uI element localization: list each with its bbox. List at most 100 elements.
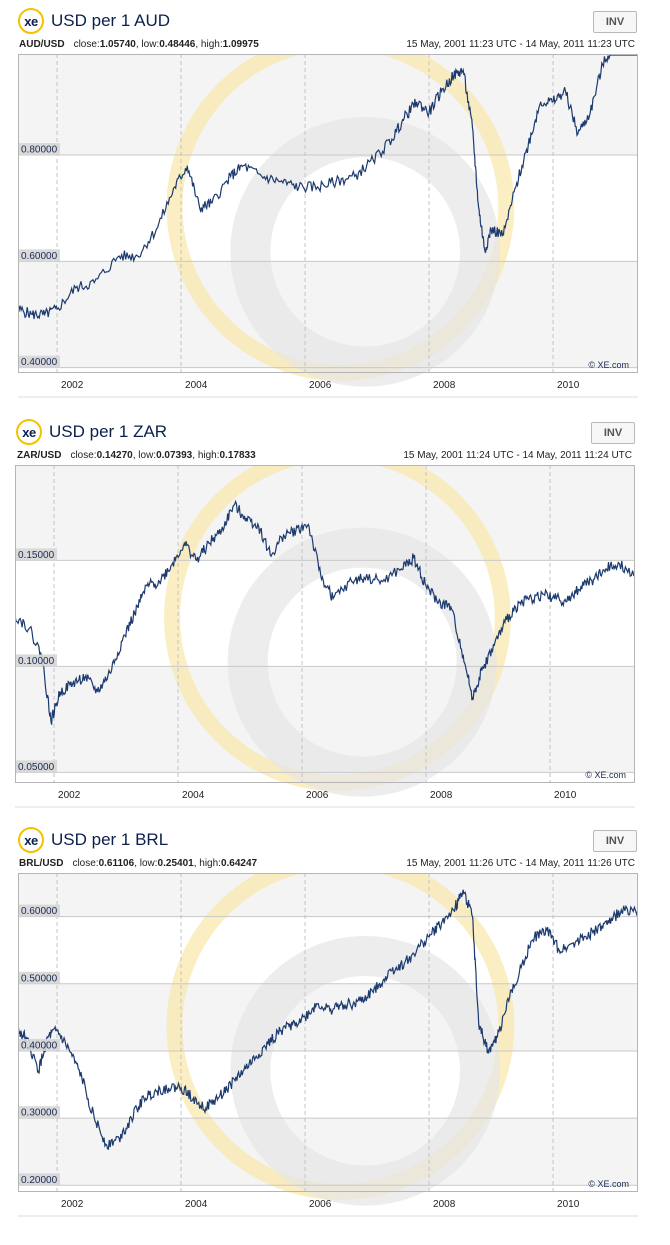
y-tick-text: 0.15000 bbox=[18, 550, 55, 561]
y-tick-label: 0.80000 bbox=[18, 143, 60, 156]
y-tick-box bbox=[18, 971, 60, 984]
close-value: 0.61106 bbox=[98, 858, 135, 869]
y-tick-box bbox=[15, 654, 57, 667]
close-value: 1.05740 bbox=[99, 39, 136, 50]
close-label: close: bbox=[73, 39, 100, 50]
y-tick-box bbox=[18, 1173, 60, 1186]
low-label: low: bbox=[138, 450, 157, 461]
high-label: high: bbox=[197, 450, 220, 461]
low-value: 0.07393 bbox=[156, 450, 193, 461]
y-tick-text: 0.60000 bbox=[21, 251, 58, 262]
y-tick-label: 0.20000 bbox=[18, 1173, 60, 1186]
chart-header: xe USD per 1 AUD bbox=[18, 8, 170, 34]
chart-header: xe USD per 1 BRL bbox=[18, 827, 168, 853]
y-tick-box bbox=[18, 1106, 60, 1119]
credit-text: © XE.com bbox=[588, 360, 629, 370]
y-tick-label: 0.60000 bbox=[18, 904, 60, 917]
low-value: 0.25401 bbox=[157, 858, 194, 869]
xe-logo-icon: xe bbox=[18, 8, 44, 34]
stats-line: AUD/USD close:1.05740, low:0.48446, high:… bbox=[19, 39, 259, 50]
series-line bbox=[15, 499, 635, 725]
y-tick-box bbox=[18, 143, 60, 156]
watermark-e bbox=[230, 116, 501, 387]
y-tick-text: 0.05000 bbox=[18, 762, 55, 773]
y-tick-box bbox=[18, 355, 60, 368]
chart-title: USD per 1 BRL bbox=[51, 830, 169, 849]
x-tick-label: 2008 bbox=[433, 1199, 456, 1210]
y-tick-text: 0.10000 bbox=[18, 656, 55, 667]
plot-border bbox=[18, 54, 638, 373]
x-tick-label: 2008 bbox=[430, 790, 453, 801]
stats-line: ZAR/USD close:0.14270, low:0.07393, high:… bbox=[17, 450, 256, 461]
close-value: 0.14270 bbox=[96, 450, 133, 461]
y-tick-label: 0.50000 bbox=[18, 971, 60, 984]
y-tick-box bbox=[15, 548, 57, 561]
chart-title: USD per 1 AUD bbox=[51, 11, 171, 30]
y-tick-box bbox=[18, 249, 60, 262]
y-tick-label: 0.40000 bbox=[18, 355, 60, 368]
x-tick-label: 2002 bbox=[58, 790, 81, 801]
y-tick-label: 0.05000 bbox=[15, 760, 57, 773]
x-tick-label: 2010 bbox=[554, 790, 577, 801]
x-tick-label: 2006 bbox=[309, 1199, 332, 1210]
y-tick-label: 0.30000 bbox=[18, 1106, 60, 1119]
stats-line: BRL/USD close:0.61106, low:0.25401, high:… bbox=[19, 858, 258, 869]
high-value: 1.09975 bbox=[222, 39, 259, 50]
y-tick-label: 0.10000 bbox=[15, 654, 57, 667]
x-tick-label: 2006 bbox=[306, 790, 329, 801]
x-tick-label: 2002 bbox=[61, 380, 84, 391]
x-tick-label: 2010 bbox=[557, 1199, 580, 1210]
plot-border bbox=[18, 873, 638, 1192]
x-tick-label: 2004 bbox=[185, 380, 208, 391]
chart-plot: 0.05000 0.10000 0.15000 2002 2004 2006 2008 201… bbox=[15, 465, 635, 808]
close-label: close: bbox=[72, 858, 99, 869]
x-tick-label: 2002 bbox=[61, 1199, 84, 1210]
y-tick-text: 0.60000 bbox=[21, 906, 58, 917]
date-range: 15 May, 2001 11:24 UTC - 14 May, 2011 11… bbox=[403, 450, 632, 461]
pair-label: AUD/USD bbox=[19, 39, 65, 50]
y-tick-label: 0.40000 bbox=[18, 1038, 60, 1051]
y-tick-text: 0.80000 bbox=[21, 145, 58, 156]
high-label: high: bbox=[199, 858, 221, 869]
x-tick-label: 2008 bbox=[433, 380, 456, 391]
watermark-e bbox=[227, 527, 497, 797]
y-tick-text: 0.40000 bbox=[21, 1040, 58, 1051]
high-value: 0.64247 bbox=[220, 858, 258, 869]
plot-border bbox=[15, 465, 635, 783]
y-tick-box bbox=[15, 760, 57, 773]
pair-label: BRL/USD bbox=[19, 858, 64, 869]
y-tick-label: 0.60000 bbox=[18, 249, 60, 262]
x-tick-label: 2010 bbox=[557, 380, 580, 391]
y-tick-text: 0.20000 bbox=[21, 1175, 58, 1186]
chart-plot: 0.400000.600000.800001.00000200220042006… bbox=[18, 54, 638, 398]
date-range: 15 May, 2001 11:26 UTC - 14 May, 2011 11… bbox=[406, 858, 635, 869]
y-tick-label: 0.15000 bbox=[15, 548, 57, 561]
pair-label: ZAR/USD bbox=[17, 450, 62, 461]
chart-title: USD per 1 ZAR bbox=[49, 422, 168, 441]
high-value: 0.17833 bbox=[219, 450, 256, 461]
y-tick-box bbox=[18, 1038, 60, 1051]
low-label: low: bbox=[141, 39, 160, 50]
x-tick-label: 2004 bbox=[185, 1199, 208, 1210]
inv-button[interactable]: INV bbox=[593, 11, 637, 33]
low-value: 0.48446 bbox=[159, 39, 196, 50]
series-line bbox=[18, 54, 638, 320]
date-range: 15 May, 2001 11:23 UTC - 14 May, 2011 11… bbox=[406, 39, 635, 50]
credit-text: © XE.com bbox=[585, 770, 626, 780]
x-tick-label: 2004 bbox=[182, 790, 205, 801]
inv-button[interactable]: INV bbox=[593, 830, 637, 852]
plot-band bbox=[18, 873, 638, 917]
inv-button[interactable]: INV bbox=[591, 422, 635, 444]
y-tick-text: 0.50000 bbox=[21, 973, 58, 984]
low-label: low: bbox=[139, 858, 158, 869]
y-tick-text: 0.30000 bbox=[21, 1108, 58, 1119]
close-label: close: bbox=[70, 450, 97, 461]
chart-plot: 0.20000 0.30000 0.40000 0.50000 0.60000 2002 2… bbox=[18, 873, 638, 1217]
xe-logo-icon: xe bbox=[18, 827, 44, 853]
high-label: high: bbox=[200, 39, 223, 50]
y-tick-text: 0.40000 bbox=[21, 357, 58, 368]
series-line bbox=[18, 889, 638, 1150]
x-tick-label: 2006 bbox=[309, 380, 332, 391]
xe-logo-icon: xe bbox=[16, 419, 42, 445]
credit-text: © XE.com bbox=[588, 1179, 629, 1189]
